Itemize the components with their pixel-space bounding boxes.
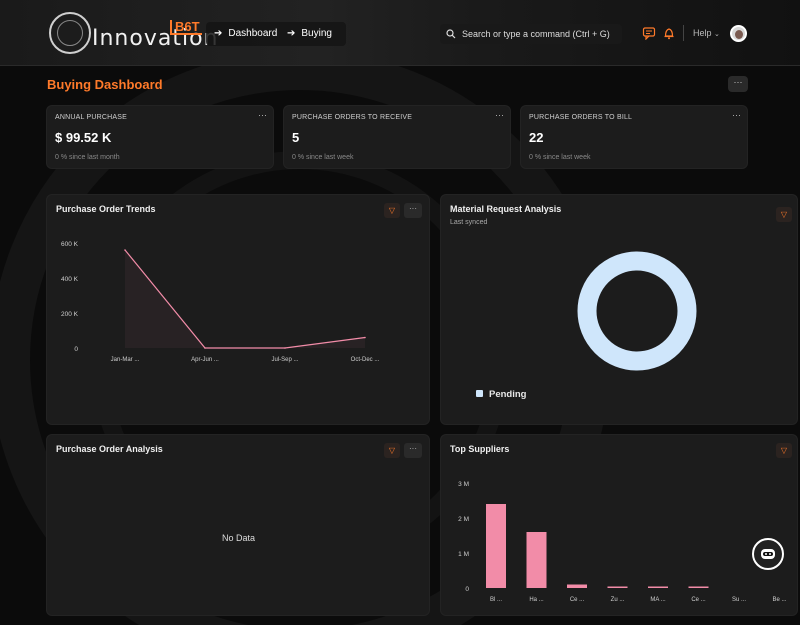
card-title: Purchase Order Analysis — [56, 444, 163, 454]
x-tick-label: Bl ... — [490, 597, 502, 603]
x-tick-label: Apr-Jun ... — [191, 357, 219, 363]
kpi-value: 5 — [292, 130, 300, 145]
kpi-menu-button[interactable]: ··· — [495, 110, 504, 120]
kpi-label: PURCHASE ORDERS TO BILL — [529, 114, 633, 121]
card-title: Purchase Order Trends — [56, 204, 156, 214]
y-tick-label: 0 — [74, 346, 78, 353]
y-tick-label: 0 — [465, 586, 469, 593]
y-tick-label: 2 M — [458, 516, 469, 523]
line-chart: 600 K 400 K 200 K 0 Jan-Mar ... Apr-Jun ... Ju… — [61, 241, 380, 363]
x-tick-label: Su ... — [732, 597, 746, 603]
kpi-menu-button[interactable]: ··· — [732, 110, 741, 120]
kpi-value: 22 — [529, 130, 544, 145]
user-avatar[interactable] — [730, 25, 747, 42]
brand-name: Innovation — [92, 26, 219, 51]
card-title: Material Request Analysis — [450, 204, 562, 214]
top-navbar: Innovation B6T ➔ Dashboard ➔ Buying Sear… — [0, 0, 800, 66]
legend-swatch — [476, 390, 483, 397]
kpi-label: PURCHASE ORDERS TO RECEIVE — [292, 114, 413, 121]
trend-point — [124, 249, 126, 251]
breadcrumb-item-buying[interactable]: ➔ Buying — [287, 28, 332, 39]
filter-icon[interactable]: ▽ — [384, 443, 400, 458]
supplier-bar — [648, 586, 668, 588]
supplier-bar — [526, 532, 547, 588]
y-tick-label: 1 M — [458, 551, 469, 558]
last-synced-label: Last synced — [450, 219, 488, 226]
x-tick-label: Ha ... — [529, 597, 544, 603]
bar-chart: 3 M 2 M 1 M 0 Bl ... Ha ... Ce ... Zu ... MA ...… — [458, 481, 787, 603]
brand-seal-logo[interactable] — [49, 12, 91, 54]
robot-icon — [761, 549, 775, 559]
card-menu-button[interactable]: ··· — [404, 203, 422, 218]
card-purchase-order-trends: Purchase Order Trends ▽ ··· 600 K 400 K 20… — [46, 194, 430, 425]
kpi-label: ANNUAL PURCHASE — [55, 114, 127, 121]
card-material-request-analysis: Material Request Analysis Last synced ▽ … — [440, 194, 798, 425]
brand-badge: B6T — [170, 20, 202, 35]
filter-icon[interactable]: ▽ — [776, 207, 792, 222]
trend-point — [284, 347, 286, 349]
kpi-note: 0 % since last week — [292, 154, 354, 161]
breadcrumb-item-dashboard[interactable]: ➔ Dashboard — [214, 28, 277, 39]
y-tick-label: 400 K — [61, 276, 79, 283]
arrow-right-icon: ➔ — [214, 28, 223, 39]
trend-point — [364, 336, 366, 339]
y-tick-label: 200 K — [61, 311, 79, 318]
x-tick-label: Jan-Mar ... — [111, 357, 140, 363]
supplier-bar — [486, 504, 506, 588]
y-tick-label: 3 M — [458, 481, 469, 488]
legend-label: Pending — [489, 389, 527, 400]
trend-area — [125, 250, 365, 348]
x-tick-label: Oct-Dec ... — [351, 357, 380, 363]
kpi-card-po-to-receive: PURCHASE ORDERS TO RECEIVE ··· 5 0 % sin… — [283, 105, 511, 169]
search-placeholder: Search or type a command (Ctrl + G) — [462, 29, 610, 39]
search-input[interactable]: Search or type a command (Ctrl + G) — [440, 24, 622, 44]
chevron-down-icon: ⌄ — [714, 31, 720, 38]
kpi-card-annual-purchase: ANNUAL PURCHASE ··· $ 99.52 K 0 % since … — [46, 105, 274, 169]
donut-chart: Pending — [476, 251, 697, 400]
breadcrumb-label: Dashboard — [228, 28, 278, 39]
trend-series-line — [124, 249, 366, 349]
arrow-right-icon: ➔ — [287, 28, 296, 39]
trend-point — [204, 347, 206, 349]
kpi-card-po-to-bill: PURCHASE ORDERS TO BILL ··· 22 0 % since… — [520, 105, 748, 169]
kpi-menu-button[interactable]: ··· — [258, 110, 267, 120]
help-label: Help — [693, 28, 712, 38]
card-menu-button[interactable]: ··· — [404, 443, 422, 458]
breadcrumb-label: Buying — [301, 28, 332, 39]
page-menu-button[interactable]: ··· — [728, 76, 748, 92]
y-tick-label: 600 K — [61, 241, 79, 248]
filter-icon[interactable]: ▽ — [776, 443, 792, 458]
x-tick-label: Be ... — [772, 597, 786, 603]
help-menu[interactable]: Help ⌄ — [693, 28, 720, 38]
divider — [683, 25, 684, 41]
card-purchase-order-analysis: Purchase Order Analysis ▽ ··· No Data — [46, 434, 430, 616]
x-tick-label: MA ... — [650, 597, 666, 603]
donut-slice-pending — [577, 251, 697, 371]
page-title: Buying Dashboard — [47, 77, 163, 92]
chat-icon[interactable] — [642, 26, 656, 40]
supplier-bar — [688, 586, 709, 588]
x-tick-label: Jul-Sep ... — [271, 357, 298, 363]
kpi-value: $ 99.52 K — [55, 130, 112, 145]
x-tick-label: Ce ... — [691, 597, 706, 603]
assistant-chat-button[interactable] — [752, 538, 784, 570]
kpi-note: 0 % since last week — [529, 154, 591, 161]
breadcrumb — [206, 22, 346, 46]
kpi-note: 0 % since last month — [55, 154, 120, 161]
supplier-bar — [607, 586, 628, 588]
search-icon — [446, 29, 456, 39]
x-tick-label: Zu ... — [611, 597, 625, 603]
supplier-bar — [567, 584, 587, 588]
no-data-message: No Data — [222, 533, 256, 543]
card-top-suppliers: Top Suppliers ▽ 3 M 2 M 1 M 0 Bl ... Ha ... Ce… — [440, 434, 798, 616]
card-title: Top Suppliers — [450, 444, 510, 454]
filter-icon[interactable]: ▽ — [384, 203, 400, 218]
x-tick-label: Ce ... — [570, 597, 585, 603]
bell-icon[interactable] — [662, 26, 676, 40]
